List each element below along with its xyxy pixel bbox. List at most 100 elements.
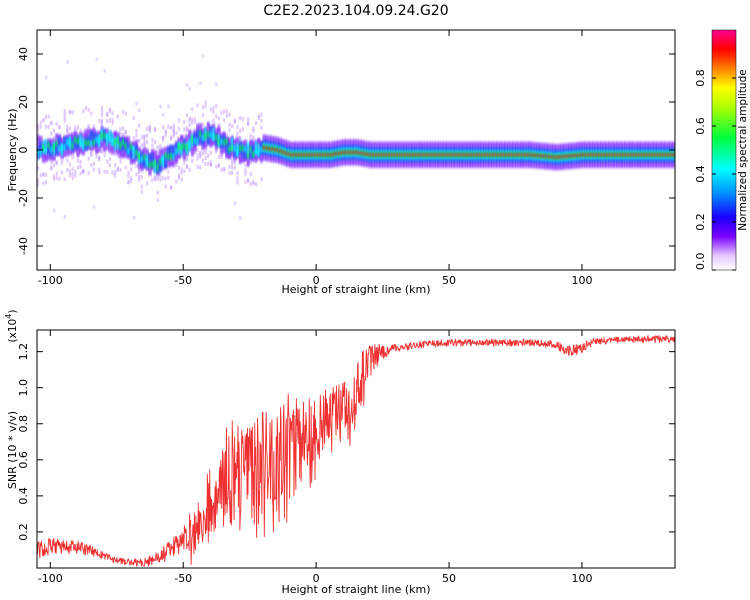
heatmap-cell <box>193 137 197 145</box>
snr-panel: -100 -50 0 50 100 0.2 0.4 0.6 0.8 1.0 1.2 Height … <box>4 310 676 596</box>
heatmap-cell-faint <box>106 119 109 124</box>
heatmap-cell-faint <box>196 156 199 161</box>
snr-y-tick-label: 0.8 <box>17 415 30 433</box>
heatmap-cell <box>334 152 338 156</box>
heatmap-cell-faint <box>52 176 56 181</box>
heatmap-cell-faint <box>87 156 90 161</box>
heatmap-cell-faint <box>156 176 159 181</box>
heatmap-cell <box>435 153 439 157</box>
heatmap-cell-faint <box>71 110 74 115</box>
heatmap-cell <box>71 142 74 149</box>
heatmap-cell <box>151 161 154 168</box>
heatmap-cell <box>47 142 51 149</box>
heatmap-cell-faint <box>39 173 42 178</box>
heatmap-cell <box>254 141 258 155</box>
heatmap-cell <box>316 153 319 157</box>
heatmap-cell <box>225 138 229 145</box>
heatmap-cell <box>560 155 564 159</box>
heatmap-cell <box>342 150 346 155</box>
heatmap-cell <box>627 153 630 157</box>
heatmap-cell-faint <box>63 112 66 117</box>
heatmap-cell-faint <box>132 135 135 140</box>
heatmap-cell <box>143 154 146 161</box>
heatmap-cell-faint <box>172 126 175 131</box>
heatmap-cell <box>138 153 141 160</box>
heatmap-cell <box>132 145 136 153</box>
heatmap-cell <box>672 153 675 157</box>
heatmap-cell-faint <box>252 180 255 185</box>
heatmap-cell <box>651 153 654 157</box>
heatmap-cell-faint <box>63 115 66 120</box>
heatmap-cell <box>558 155 561 159</box>
heatmap-cell <box>566 154 569 158</box>
heatmap-cell <box>236 149 239 156</box>
heatmap-cell-faint <box>177 126 181 131</box>
heatmap-cell <box>478 153 481 157</box>
heatmap-cell <box>427 153 431 157</box>
heatmap-cell-faint <box>119 159 122 164</box>
heatmap-cell <box>278 149 282 153</box>
heatmap-cell <box>502 153 505 157</box>
heatmap-cell <box>114 138 117 146</box>
heatmap-cell-faint <box>50 160 53 165</box>
heatmap-cell-faint <box>185 157 189 162</box>
heatmap-cell <box>600 153 603 157</box>
heatmap-cell <box>116 137 120 144</box>
heatmap-cell-faint <box>236 171 239 176</box>
heatmap-cell-faint <box>122 110 125 115</box>
heatmap-cell-faint <box>244 180 247 185</box>
heatmap-cell-faint <box>209 107 212 112</box>
heatmap-cell <box>587 153 590 157</box>
heatmap-cell-faint <box>180 177 183 182</box>
heatmap-cell-faint <box>145 181 149 186</box>
heatmap-cell-faint <box>254 121 258 126</box>
heatmap-cell <box>464 153 468 157</box>
heatmap-cell-faint <box>68 126 72 131</box>
colorbar-ticks: 0.0 0.2 0.4 0.6 0.8 <box>694 69 736 271</box>
heatmap-cell-faint <box>87 123 90 128</box>
heatmap-cell <box>411 153 415 157</box>
heatmap-cell-faint <box>185 128 189 133</box>
heatmap-cell-faint <box>92 167 96 172</box>
heatmap-cell <box>667 153 670 157</box>
heatmap-cell-faint <box>185 113 189 118</box>
heatmap-cell-faint <box>172 129 175 134</box>
heatmap-cell-faint <box>183 134 186 139</box>
heatmap-cell-speckle <box>66 60 69 64</box>
heatmap-cell <box>403 153 407 157</box>
heatmap-cell-faint <box>196 103 199 108</box>
heatmap-cell-faint <box>183 127 186 132</box>
heatmap-cell-faint <box>236 131 239 136</box>
heatmap-cell <box>637 153 641 157</box>
heatmap-cell-faint <box>228 164 231 169</box>
heatmap-cell <box>510 153 513 157</box>
snr-x-axis-label: Height of straight line (km) <box>281 583 430 596</box>
heatmap-cell-faint <box>201 158 205 163</box>
heatmap-cell <box>480 153 484 157</box>
heatmap-cell-faint <box>228 128 231 133</box>
heatmap-cell <box>257 148 261 156</box>
heatmap-cell-speckle <box>161 113 165 117</box>
heatmap-cell <box>130 145 133 159</box>
heatmap-cell-faint <box>71 155 74 160</box>
heatmap-cell <box>313 153 316 157</box>
heatmap-cell-faint <box>167 124 170 129</box>
heatmap-cell-speckle <box>233 201 237 206</box>
heatmap-cell-faint <box>193 117 197 122</box>
heatmap-cell-faint <box>55 121 58 126</box>
heatmap-cell <box>68 139 72 146</box>
heatmap-cell <box>462 153 465 157</box>
heatmap-cell <box>555 155 558 159</box>
heatmap-cell <box>233 145 237 152</box>
heatmap-cell-faint <box>58 176 61 181</box>
heatmap-cell-faint <box>138 175 141 180</box>
spectrogram-x-tick-label: 0 <box>313 274 320 287</box>
heatmap-cell <box>52 143 56 151</box>
heatmap-cell <box>640 153 643 157</box>
spectrogram-y-ticks: -40 -20 0 20 40 <box>17 47 675 255</box>
spectrogram-x-tick-label: 100 <box>571 274 592 287</box>
heatmap-cell <box>605 153 609 157</box>
heatmap-cell-faint <box>124 111 127 116</box>
heatmap-cell-speckle <box>167 104 170 109</box>
heatmap-cell <box>619 153 622 157</box>
